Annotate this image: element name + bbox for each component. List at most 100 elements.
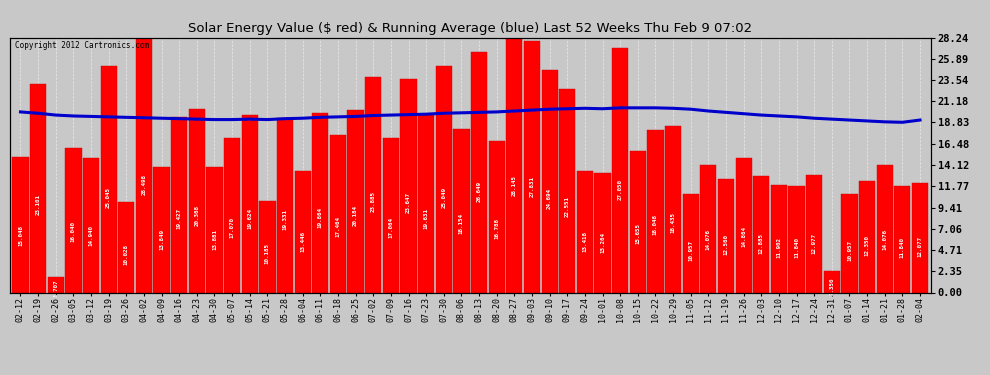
Bar — [365, 77, 381, 292]
Bar — [894, 186, 911, 292]
Bar — [400, 79, 417, 292]
Text: 20.368: 20.368 — [194, 205, 199, 226]
Text: 27.050: 27.050 — [618, 179, 623, 200]
Text: 25.049: 25.049 — [442, 187, 446, 208]
Bar — [224, 138, 241, 292]
Text: 19.427: 19.427 — [177, 209, 182, 230]
Bar — [824, 271, 840, 292]
Bar — [788, 186, 805, 292]
Text: 11.840: 11.840 — [900, 237, 905, 258]
Bar — [436, 66, 451, 292]
Text: 12.977: 12.977 — [812, 233, 817, 254]
Bar — [577, 171, 593, 292]
Text: 16.788: 16.788 — [494, 218, 499, 239]
Text: 13.881: 13.881 — [212, 230, 217, 251]
Bar — [683, 194, 699, 292]
Text: 13.849: 13.849 — [159, 230, 164, 251]
Bar — [48, 277, 64, 292]
Bar — [524, 41, 541, 292]
Text: 23.885: 23.885 — [370, 191, 376, 212]
Text: 1.707: 1.707 — [53, 279, 58, 297]
Text: 13.264: 13.264 — [600, 232, 605, 253]
Text: 18.435: 18.435 — [670, 212, 675, 233]
Bar — [30, 84, 47, 292]
Text: 10.957: 10.957 — [847, 240, 852, 261]
Bar — [753, 176, 769, 292]
Text: 10.028: 10.028 — [124, 244, 129, 265]
Bar — [118, 202, 135, 292]
Bar — [876, 165, 893, 292]
Bar — [542, 69, 557, 292]
Bar — [453, 129, 469, 292]
Text: 14.076: 14.076 — [706, 229, 711, 250]
Text: 18.154: 18.154 — [459, 213, 464, 234]
Bar — [83, 158, 99, 292]
Text: 13.446: 13.446 — [300, 231, 305, 252]
Text: 12.885: 12.885 — [758, 233, 763, 254]
Text: 17.464: 17.464 — [336, 216, 341, 237]
Bar — [471, 52, 487, 292]
Text: 19.864: 19.864 — [318, 207, 323, 228]
Text: 23.101: 23.101 — [36, 194, 41, 215]
Text: 16.040: 16.040 — [71, 221, 76, 242]
Bar — [912, 183, 929, 292]
Bar — [647, 129, 663, 292]
Text: 14.864: 14.864 — [742, 226, 746, 247]
Bar — [506, 38, 523, 292]
Text: 11.840: 11.840 — [794, 237, 799, 258]
Bar — [65, 148, 81, 292]
Bar — [101, 66, 117, 292]
Text: 14.076: 14.076 — [882, 229, 887, 250]
Text: 10.185: 10.185 — [265, 243, 270, 264]
Bar — [330, 135, 346, 292]
Text: 12.350: 12.350 — [864, 235, 869, 256]
Bar — [259, 201, 275, 292]
Bar — [559, 89, 575, 292]
Text: 17.064: 17.064 — [388, 217, 393, 238]
Text: Copyright 2012 Cartronics.com: Copyright 2012 Cartronics.com — [15, 41, 148, 50]
Text: 22.551: 22.551 — [564, 196, 570, 217]
Bar — [700, 165, 717, 292]
Bar — [612, 48, 629, 292]
Text: 24.694: 24.694 — [547, 188, 552, 209]
Text: 14.940: 14.940 — [88, 225, 93, 246]
Bar — [189, 109, 205, 292]
Text: 23.647: 23.647 — [406, 192, 411, 213]
Bar — [630, 151, 645, 292]
Bar — [347, 110, 363, 292]
Title: Solar Energy Value ($ red) & Running Average (blue) Last 52 Weeks Thu Feb 9 07:0: Solar Energy Value ($ red) & Running Ave… — [188, 22, 752, 35]
Text: 15.655: 15.655 — [636, 223, 641, 244]
Text: 25.045: 25.045 — [106, 187, 111, 208]
Text: 19.624: 19.624 — [248, 208, 252, 229]
Text: 2.350: 2.350 — [830, 278, 835, 295]
Bar — [771, 185, 787, 292]
Text: 27.831: 27.831 — [530, 177, 535, 198]
Text: 12.560: 12.560 — [724, 234, 729, 255]
Bar — [806, 176, 823, 292]
Bar — [665, 126, 681, 292]
Bar — [171, 117, 187, 292]
Text: 26.649: 26.649 — [476, 181, 481, 202]
Text: 13.418: 13.418 — [582, 231, 587, 252]
Text: 15.048: 15.048 — [18, 225, 23, 246]
Text: 19.331: 19.331 — [282, 209, 287, 230]
Bar — [718, 179, 735, 292]
Text: 11.902: 11.902 — [776, 237, 781, 258]
Bar — [736, 158, 751, 292]
Text: 28.498: 28.498 — [142, 174, 147, 195]
Bar — [383, 138, 399, 292]
Text: 19.631: 19.631 — [424, 207, 429, 228]
Bar — [242, 115, 257, 292]
Text: 10.957: 10.957 — [688, 240, 693, 261]
Bar — [842, 194, 857, 292]
Bar — [206, 167, 223, 292]
Bar — [594, 173, 611, 292]
Text: 18.048: 18.048 — [653, 213, 658, 234]
Text: 17.070: 17.070 — [230, 217, 235, 238]
Bar — [277, 118, 293, 292]
Bar — [489, 141, 505, 292]
Bar — [418, 115, 435, 292]
Bar — [136, 35, 152, 292]
Text: 28.145: 28.145 — [512, 175, 517, 196]
Bar — [12, 157, 29, 292]
